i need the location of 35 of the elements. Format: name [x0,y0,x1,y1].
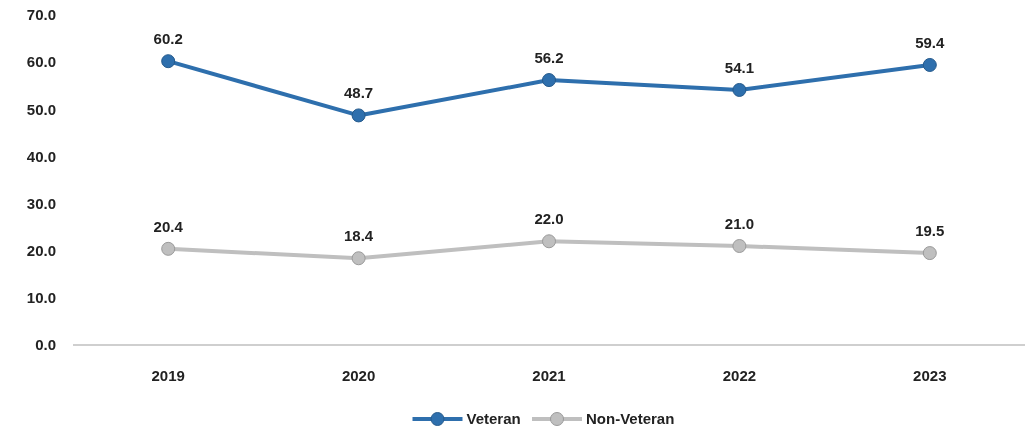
data-label: 21.0 [724,215,754,232]
y-tick-label: 30.0 [26,194,56,212]
data-label: 54.1 [724,58,754,76]
y-tick-label: 70.0 [26,6,56,24]
data-label: 18.4 [344,227,374,245]
data-label: 59.4 [915,33,946,51]
y-tick-label: 40.0 [26,147,56,165]
point [542,73,556,88]
data-label: 60.2 [153,30,183,48]
point [922,57,937,72]
x-tick-label: 2019 [151,367,185,384]
y-tick-label: 60.0 [26,53,56,71]
x-tick-label: 2021 [532,367,566,384]
y-tick-label: 0.0 [35,336,56,354]
data-label: 20.4 [153,217,184,235]
point [732,82,747,97]
point [161,241,176,256]
point [542,234,556,249]
point [732,239,747,253]
x-tick-label: 2022 [722,367,757,384]
point [922,246,937,261]
legend-label: Non-Veteran [586,410,675,428]
data-label: 48.7 [344,84,374,102]
x-tick-label: 2020 [341,367,376,384]
legend-label: Veteran [466,410,521,428]
point [161,54,176,69]
point [351,251,366,266]
point [351,108,366,123]
y-tick-label: 50.0 [26,100,56,118]
data-label: 19.5 [915,222,945,240]
data-label: 22.0 [534,210,564,228]
y-tick-label: 20.0 [26,241,56,259]
x-tick-label: 2023 [913,367,947,384]
y-tick-label: 10.0 [26,289,56,307]
data-label: 56.2 [534,49,564,67]
